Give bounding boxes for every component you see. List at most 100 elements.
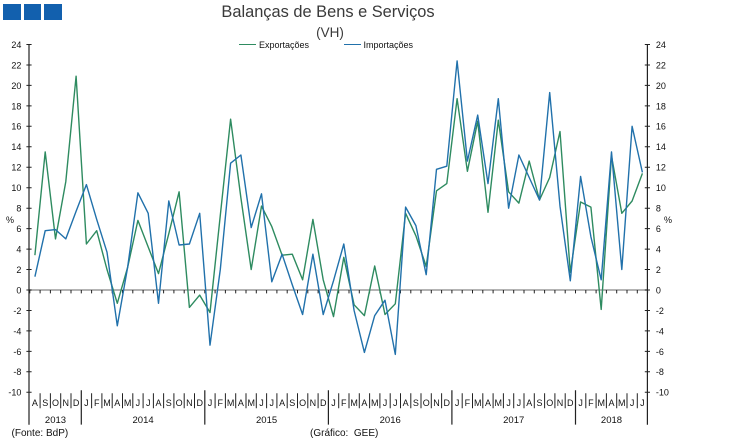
- svg-text:J: J: [517, 398, 522, 408]
- svg-text:A: A: [279, 398, 285, 408]
- svg-text:S: S: [536, 398, 542, 408]
- svg-text:D: D: [567, 398, 574, 408]
- svg-text:2018: 2018: [601, 415, 622, 426]
- svg-text:M: M: [474, 398, 482, 408]
- svg-text:O: O: [299, 398, 306, 408]
- svg-text:18: 18: [11, 101, 21, 111]
- svg-text:J: J: [578, 398, 583, 408]
- svg-text:22: 22: [656, 60, 666, 70]
- svg-text:M: M: [247, 398, 255, 408]
- svg-text:O: O: [176, 398, 183, 408]
- svg-text:M: M: [227, 398, 235, 408]
- svg-text:M: M: [618, 398, 626, 408]
- svg-text:16: 16: [11, 122, 21, 132]
- svg-text:M: M: [495, 398, 503, 408]
- svg-text:N: N: [186, 398, 193, 408]
- svg-text:S: S: [289, 398, 295, 408]
- svg-text:O: O: [423, 398, 430, 408]
- svg-text:2014: 2014: [133, 415, 154, 426]
- svg-text:O: O: [52, 398, 59, 408]
- svg-text:M: M: [103, 398, 111, 408]
- svg-text:0: 0: [16, 285, 21, 295]
- svg-text:S: S: [166, 398, 172, 408]
- svg-text:J: J: [383, 398, 388, 408]
- svg-text:4: 4: [16, 245, 21, 255]
- svg-text:10: 10: [656, 183, 666, 193]
- svg-text:10: 10: [11, 183, 21, 193]
- svg-text:-8: -8: [656, 367, 664, 377]
- svg-text:O: O: [546, 398, 553, 408]
- svg-text:D: D: [196, 398, 203, 408]
- svg-text:J: J: [270, 398, 275, 408]
- svg-text:2013: 2013: [45, 415, 66, 426]
- svg-text:J: J: [146, 398, 151, 408]
- svg-text:-4: -4: [13, 326, 21, 336]
- svg-text:6: 6: [656, 224, 661, 234]
- svg-text:D: D: [320, 398, 327, 408]
- svg-text:20: 20: [11, 81, 21, 91]
- svg-text:12: 12: [656, 163, 666, 173]
- svg-text:F: F: [588, 398, 594, 408]
- svg-text:8: 8: [16, 204, 21, 214]
- svg-text:0: 0: [656, 285, 661, 295]
- svg-text:F: F: [341, 398, 347, 408]
- svg-text:A: A: [403, 398, 409, 408]
- svg-text:2016: 2016: [380, 415, 401, 426]
- svg-text:14: 14: [656, 142, 666, 152]
- svg-text:20: 20: [656, 81, 666, 91]
- svg-text:A: A: [361, 398, 367, 408]
- svg-text:2: 2: [16, 265, 21, 275]
- svg-text:F: F: [465, 398, 471, 408]
- svg-text:%: %: [6, 215, 14, 225]
- svg-text:-6: -6: [13, 347, 21, 357]
- svg-text:M: M: [371, 398, 379, 408]
- svg-text:-6: -6: [656, 347, 664, 357]
- svg-text:A: A: [485, 398, 491, 408]
- svg-text:J: J: [84, 398, 89, 408]
- svg-text:N: N: [433, 398, 440, 408]
- svg-text:2017: 2017: [503, 415, 524, 426]
- svg-text:A: A: [608, 398, 614, 408]
- svg-text:F: F: [218, 398, 224, 408]
- svg-text:4: 4: [656, 245, 661, 255]
- svg-text:J: J: [630, 398, 635, 408]
- svg-text:N: N: [63, 398, 70, 408]
- svg-text:-4: -4: [656, 326, 664, 336]
- svg-text:D: D: [73, 398, 80, 408]
- svg-text:J: J: [640, 398, 645, 408]
- svg-text:A: A: [526, 398, 532, 408]
- svg-text:18: 18: [656, 101, 666, 111]
- svg-text:22: 22: [11, 60, 21, 70]
- svg-text:24: 24: [656, 40, 666, 50]
- svg-text:14: 14: [11, 142, 21, 152]
- svg-text:-2: -2: [13, 306, 21, 316]
- svg-text:2015: 2015: [256, 415, 277, 426]
- svg-text:J: J: [393, 398, 398, 408]
- svg-text:A: A: [238, 398, 244, 408]
- svg-text:12: 12: [11, 163, 21, 173]
- svg-text:24: 24: [11, 40, 21, 50]
- svg-text:8: 8: [656, 204, 661, 214]
- svg-text:A: A: [114, 398, 120, 408]
- svg-text:-8: -8: [13, 367, 21, 377]
- svg-text:D: D: [444, 398, 451, 408]
- svg-text:6: 6: [16, 224, 21, 234]
- svg-text:A: A: [155, 398, 161, 408]
- svg-text:M: M: [124, 398, 132, 408]
- svg-text:16: 16: [656, 122, 666, 132]
- svg-text:J: J: [208, 398, 213, 408]
- svg-text:-10: -10: [656, 388, 669, 398]
- svg-text:M: M: [597, 398, 605, 408]
- svg-text:J: J: [136, 398, 141, 408]
- svg-text:A: A: [32, 398, 38, 408]
- svg-text:S: S: [413, 398, 419, 408]
- svg-text:N: N: [557, 398, 564, 408]
- svg-text:M: M: [350, 398, 358, 408]
- svg-text:J: J: [506, 398, 511, 408]
- svg-text:%: %: [664, 215, 672, 225]
- svg-text:F: F: [94, 398, 100, 408]
- svg-text:J: J: [331, 398, 336, 408]
- svg-text:2: 2: [656, 265, 661, 275]
- svg-text:-2: -2: [656, 306, 664, 316]
- svg-text:N: N: [310, 398, 317, 408]
